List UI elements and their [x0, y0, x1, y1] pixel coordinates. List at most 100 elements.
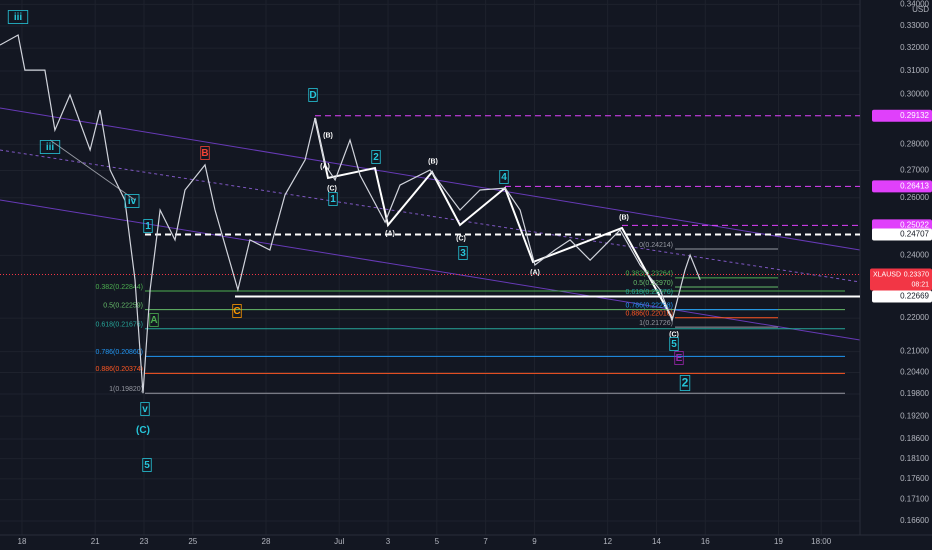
wave-label: (C) [327, 185, 337, 192]
wave-label-box [200, 146, 210, 160]
wave-label: (C) [456, 235, 466, 242]
y-tick-label: 0.22000 [900, 313, 929, 322]
x-tick-label: 5 [435, 537, 440, 546]
wave-label-box [371, 150, 381, 164]
wave-label: B [201, 148, 208, 159]
wave-label-box [149, 313, 159, 327]
countdown-label: 08:21 [911, 281, 929, 288]
y-tick-label: 0.19800 [900, 389, 929, 398]
fib-label: 1(0.19820) [109, 386, 143, 393]
y-tick-label: 0.32000 [900, 43, 929, 52]
wave-label: E [676, 353, 683, 364]
fib-label: 0.786(0.20860) [96, 349, 143, 356]
wave-label: A [150, 315, 157, 326]
price-tag-label: 0.22669 [900, 292, 929, 301]
x-tick-label: 25 [188, 537, 197, 546]
price-tag-label: 0.29132 [900, 111, 929, 120]
price-tag [872, 228, 932, 241]
wave-label: (B) [323, 132, 333, 139]
wave-label-box [39, 140, 61, 154]
fib-label: 0.382(0.23264) [626, 271, 673, 278]
wave-label: 2 [373, 152, 379, 163]
wave-label: 5 [671, 339, 677, 350]
x-tick-label: 21 [91, 537, 100, 546]
fib-label: 1(0.21726) [639, 320, 673, 327]
fib-label: 0.618(0.22676) [626, 289, 673, 296]
y-tick-label: 0.19200 [900, 411, 929, 420]
fib-label: 0.5(0.22970) [633, 280, 673, 287]
y-tick-label: 0.31000 [900, 66, 929, 75]
wave-label-box [142, 458, 152, 472]
fib-label: 0.5(0.22259) [103, 302, 143, 309]
fib-label: 0.886(0.20374) [96, 366, 143, 373]
wave-label-box [7, 10, 29, 24]
x-tick-label: 23 [140, 537, 149, 546]
y-tick-label: 0.34000 [900, 0, 929, 9]
x-tick-label: 14 [652, 537, 661, 546]
channel-line [0, 149, 861, 283]
fib-label: 0(0.24214) [639, 242, 673, 249]
wave-label: D [309, 90, 316, 101]
wave-label: iv [128, 196, 137, 207]
last-price-label: 0.23370 [904, 271, 929, 278]
price-tag-label: 0.25022 [900, 220, 929, 229]
wave-label: 5 [144, 460, 150, 471]
wave-label: iii [14, 12, 23, 23]
x-tick-label: 9 [532, 537, 537, 546]
wave-label: (A) [320, 163, 330, 170]
wave-label-box [674, 351, 684, 365]
y-tick-label: 0.27000 [900, 166, 929, 175]
x-tick-label: Jul [334, 537, 344, 546]
y-tick-label: 0.24000 [900, 250, 929, 259]
x-tick-label: 16 [701, 537, 710, 546]
y-tick-label: 0.30000 [900, 90, 929, 99]
x-tick-label: 12 [603, 537, 612, 546]
y-tick-label: 0.33000 [900, 21, 929, 30]
wave-label: (B) [619, 214, 629, 221]
wave-label-box [232, 304, 242, 318]
wave-label: v [142, 404, 148, 415]
x-tick-label: 18:00 [811, 537, 832, 546]
wave-label-box [328, 192, 338, 206]
wave-label-box [140, 402, 150, 416]
y-tick-label: 0.17600 [900, 474, 929, 483]
price-line [0, 34, 701, 394]
y-tick-label: 0.20400 [900, 368, 929, 377]
wave-label: (B) [428, 158, 438, 165]
x-tick-label: 19 [774, 537, 783, 546]
y-tick-label: 0.28000 [900, 139, 929, 148]
wave-label-box [124, 194, 140, 208]
wave-label-box [308, 88, 318, 102]
channel-line [0, 107, 861, 251]
price-tag [872, 109, 932, 122]
wave-label: C [233, 306, 240, 317]
wave-label: iii [46, 142, 55, 153]
wave-zigzag [314, 117, 673, 319]
fib-label: 0.618(0.21676) [96, 322, 143, 329]
trend-line [49, 139, 136, 201]
price-tag [872, 290, 932, 303]
grid [0, 0, 860, 535]
currency-label: USD [912, 5, 929, 14]
wave-label: 1 [330, 194, 336, 205]
symbol-label: XLAUSD [873, 271, 901, 278]
y-tick-label: 0.16600 [900, 516, 929, 525]
price-tag [872, 219, 932, 232]
y-tick-label: 0.17100 [900, 495, 929, 504]
x-tick-label: 3 [386, 537, 391, 546]
y-tick-label: 0.18600 [900, 434, 929, 443]
wave-label: 1 [145, 221, 151, 232]
wave-label: (A) [385, 230, 395, 237]
wave-label-box [143, 219, 153, 233]
wave-label-box [669, 337, 679, 351]
y-tick-label: 0.18100 [900, 454, 929, 463]
wave-label-box [499, 170, 509, 184]
wave-label: (C) [669, 331, 679, 338]
fib-label: 0.382(0.22844) [96, 284, 143, 291]
channels [0, 107, 861, 341]
x-tick-label: 7 [483, 537, 488, 546]
wave-label-box [679, 375, 691, 391]
fib-label: 0.886(0.22010) [626, 311, 673, 318]
x-tick-label: 18 [18, 537, 27, 546]
